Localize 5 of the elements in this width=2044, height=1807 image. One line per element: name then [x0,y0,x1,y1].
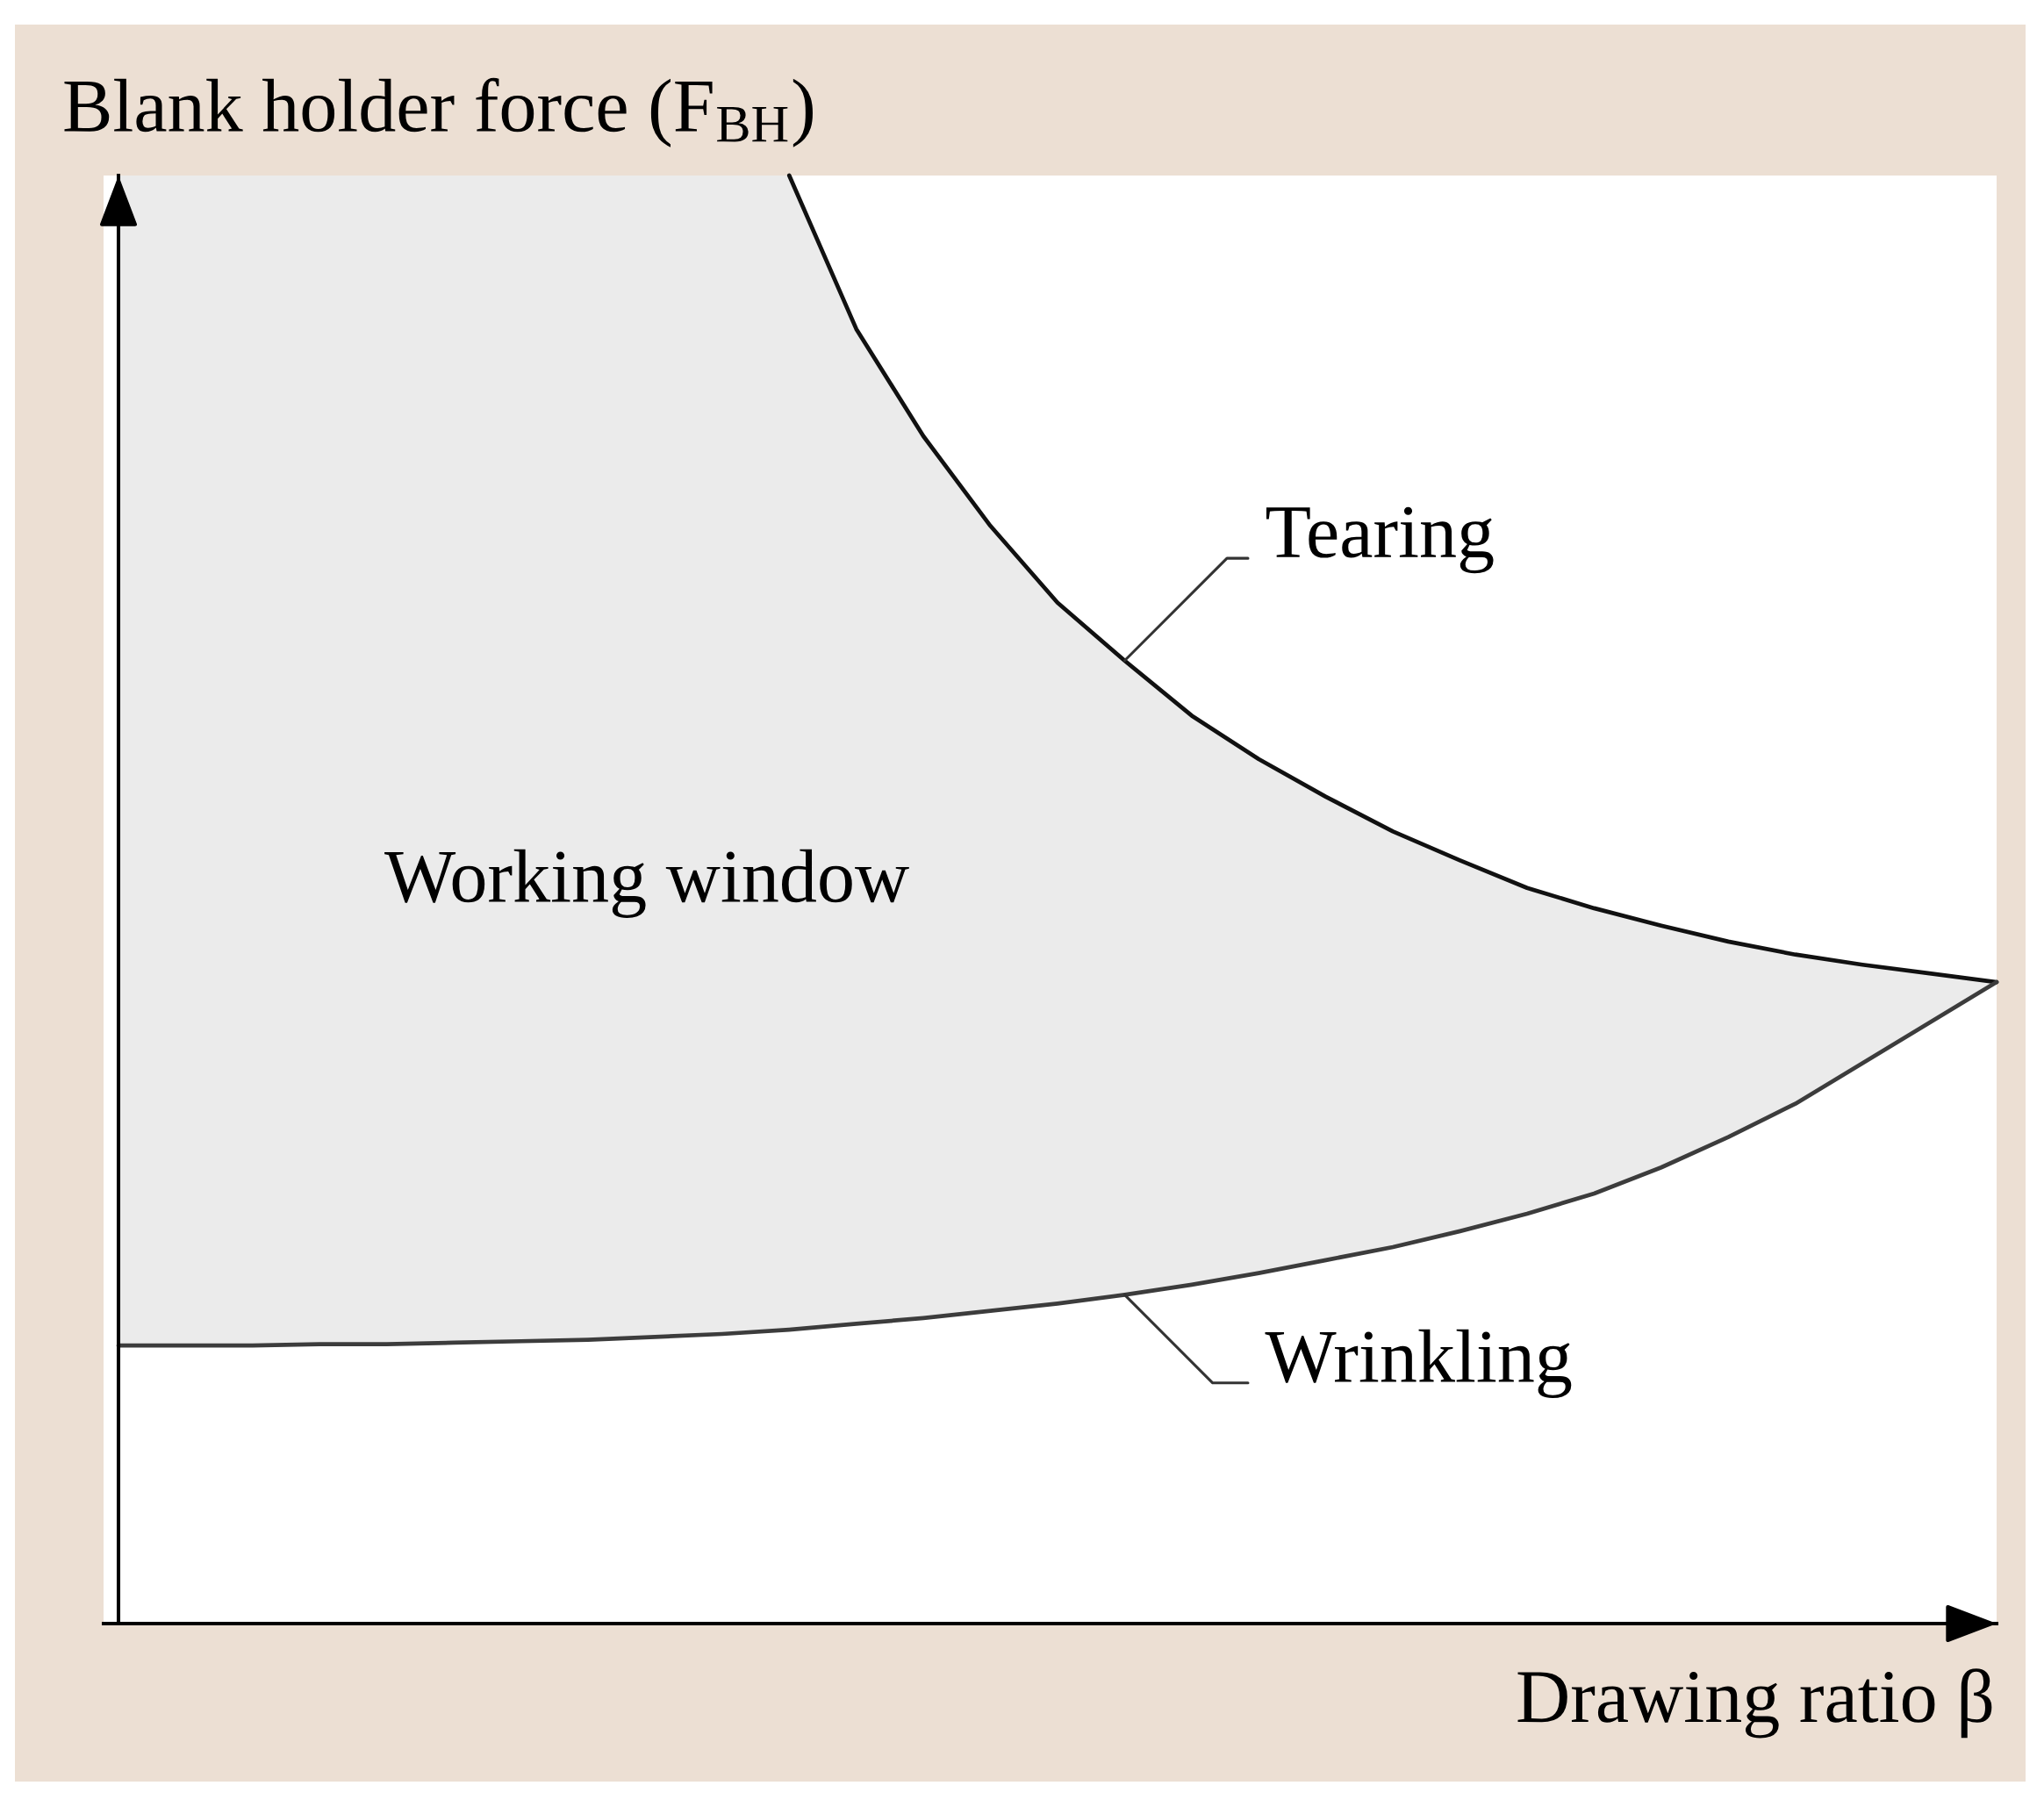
legend-label: Wrinkling [1265,1329,1572,1399]
y-axis-title: Blank holder force (F$_{BH}$) [64,77,813,147]
x-axis-title: Drawing ratio β [1517,1668,1992,1739]
text: Tearing [1266,506,1494,574]
annotation: Working window [384,849,909,919]
